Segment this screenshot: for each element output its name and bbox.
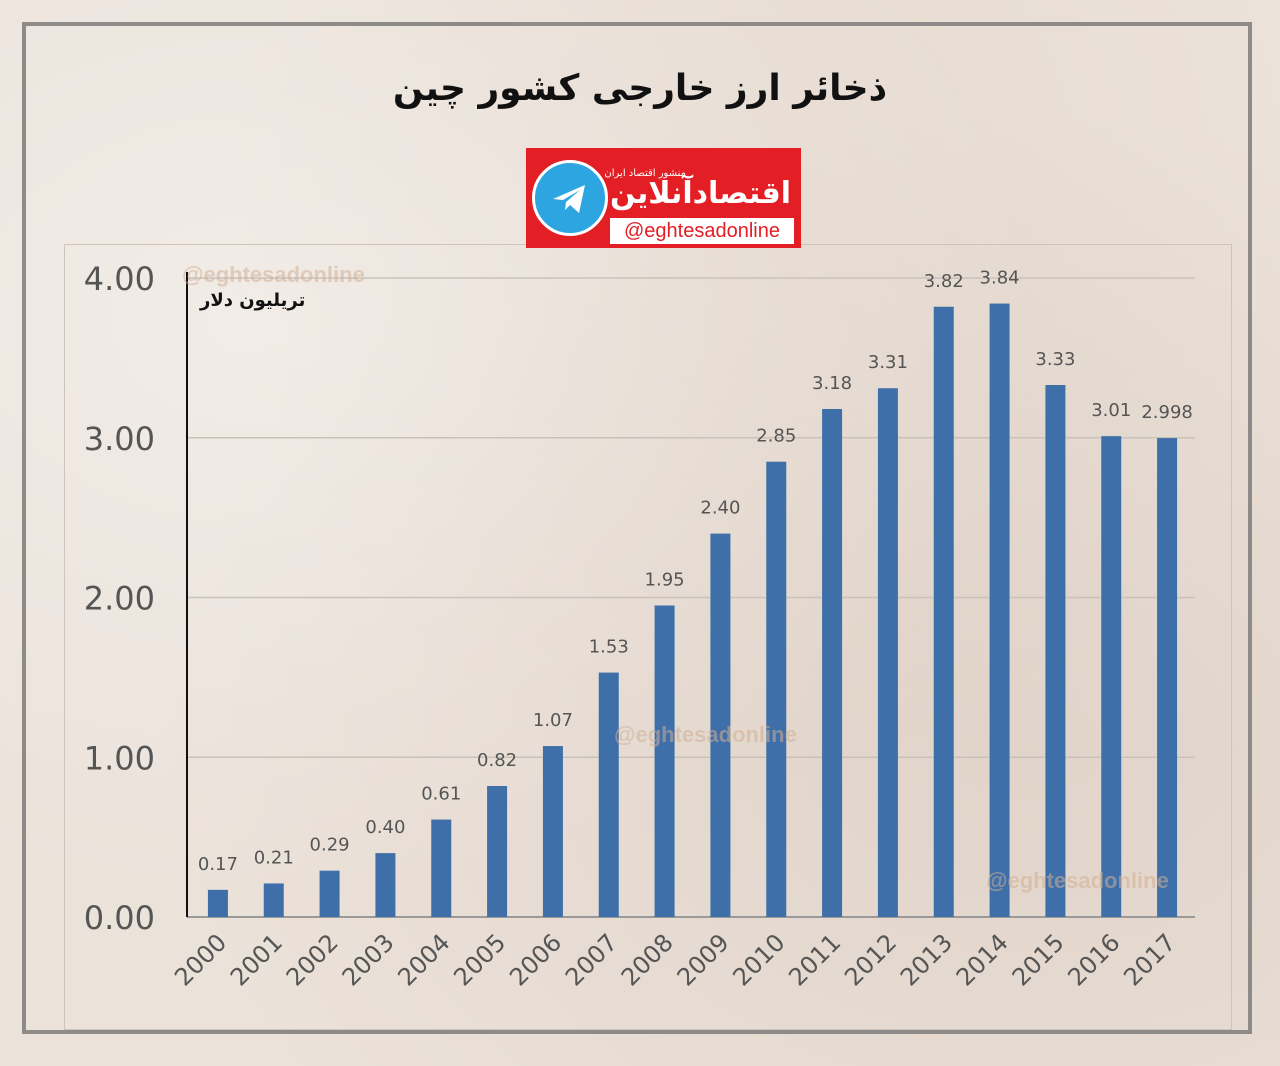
bar-2000 [207, 889, 228, 917]
x-tick-label: 2001 [225, 928, 288, 991]
y-axis-unit-label: تریلیون دلار [200, 290, 306, 311]
bar-2005 [487, 786, 508, 917]
x-tick-label: 2011 [783, 928, 846, 991]
x-tick-label: 2005 [448, 928, 511, 991]
watermark: @eghtesadonline [182, 262, 365, 287]
y-tick-label: 2.00 [84, 580, 155, 618]
x-tick-label: 2004 [393, 928, 456, 991]
watermark: @eghtesadonline [986, 868, 1169, 893]
brand-logo[interactable]: منشور اقتصاد ایران اقتصادآنلاین @eghtesa… [526, 148, 801, 248]
bars [207, 303, 1178, 918]
bar-2002 [319, 870, 340, 917]
x-tick-label: 2016 [1063, 928, 1126, 991]
x-tick-label: 2002 [281, 928, 344, 991]
x-tick-label: 2013 [895, 928, 958, 991]
y-tick-label: 0.00 [84, 899, 155, 937]
x-tick-label: 2014 [951, 928, 1014, 991]
y-tick-label: 1.00 [84, 739, 155, 777]
bar-2013 [933, 306, 954, 917]
x-tick-label: 2008 [616, 928, 679, 991]
data-label: 1.53 [589, 637, 629, 658]
data-label: 0.29 [310, 835, 350, 856]
y-tick-labels: 0.00 1.00 2.00 3.00 4.00 [84, 260, 155, 937]
data-label: 1.95 [645, 569, 685, 590]
data-label: 2.998 [1141, 402, 1193, 423]
data-label: 3.31 [868, 352, 908, 373]
data-label: 0.82 [477, 750, 517, 771]
page-title: ذخائر ارز خارجی کشور چین [392, 68, 888, 109]
value-labels: 0.17 0.21 0.29 0.40 0.61 0.82 1.07 1.53 1.95 2.40… [198, 268, 1193, 875]
gridlines [187, 277, 1195, 918]
bar-2004 [431, 819, 452, 917]
bar-2016 [1101, 436, 1122, 917]
data-label: 0.17 [198, 854, 238, 875]
x-tick-label: 2007 [560, 928, 623, 991]
bar-2009 [710, 533, 731, 917]
x-tick-label: 2017 [1118, 928, 1181, 991]
bar-2006 [542, 746, 563, 917]
bar-2017 [1157, 438, 1178, 917]
x-tick-label: 2010 [728, 928, 791, 991]
bar-2008 [654, 605, 675, 917]
data-label: 0.61 [421, 784, 461, 805]
logo-handle: @eghtesadonline [610, 218, 794, 244]
data-label: 3.82 [924, 271, 964, 292]
y-tick-label: 3.00 [84, 420, 155, 458]
x-tick-label: 2009 [672, 928, 735, 991]
data-label: 2.40 [700, 498, 740, 519]
data-label: 3.33 [1035, 349, 1075, 370]
bar-2010 [766, 461, 787, 917]
x-tick-label: 2006 [504, 928, 567, 991]
bar-2001 [263, 883, 284, 917]
data-label: 3.01 [1091, 400, 1131, 421]
x-tick-labels: 2000200120022003200420052006200720082009… [169, 928, 1181, 991]
logo-subtitle: منشور اقتصاد ایران [604, 168, 686, 179]
bar-2011 [822, 408, 843, 917]
data-label: 2.85 [756, 426, 796, 447]
x-tick-label: 2000 [169, 928, 232, 991]
bar-2012 [877, 388, 898, 917]
x-tick-label: 2003 [337, 928, 400, 991]
bar-2014 [989, 303, 1010, 917]
telegram-icon [532, 160, 608, 236]
data-label: 3.84 [980, 268, 1020, 289]
logo-name: اقتصادآنلاین [610, 176, 791, 211]
outer-frame [22, 22, 1252, 1034]
watermark: @eghtesadonline [614, 722, 797, 747]
bar-2007 [598, 672, 619, 917]
bar-2003 [375, 853, 396, 917]
data-label: 0.40 [365, 817, 405, 838]
data-label: 0.21 [254, 847, 294, 868]
x-tick-label: 2012 [839, 928, 902, 991]
x-tick-label: 2015 [1007, 928, 1070, 991]
y-tick-label: 4.00 [84, 260, 155, 298]
data-label: 3.18 [812, 373, 852, 394]
data-label: 1.07 [533, 710, 573, 731]
bar-2015 [1045, 385, 1066, 918]
